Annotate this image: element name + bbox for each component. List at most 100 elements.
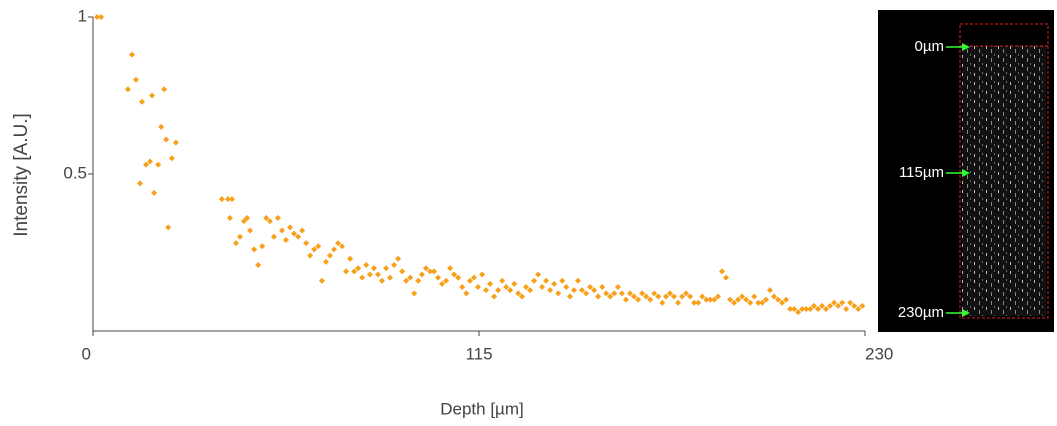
point — [419, 271, 425, 277]
point — [415, 278, 421, 284]
point — [165, 224, 171, 230]
point — [307, 253, 313, 259]
point — [271, 234, 277, 240]
point — [563, 284, 569, 290]
point — [155, 162, 161, 168]
point — [391, 262, 397, 268]
point — [379, 278, 385, 284]
point — [173, 140, 179, 146]
point — [387, 275, 393, 281]
point — [543, 278, 549, 284]
x-tick-label: 0 — [82, 344, 91, 363]
point — [125, 86, 131, 92]
point — [343, 268, 349, 274]
point — [599, 284, 605, 290]
point — [161, 86, 167, 92]
point — [695, 300, 701, 306]
point — [347, 256, 353, 262]
x-axis-label: Depth [µm] — [440, 399, 524, 418]
point — [615, 284, 621, 290]
point — [475, 284, 481, 290]
point — [255, 262, 261, 268]
y-tick-label: 0.5 — [63, 163, 87, 182]
point — [139, 99, 145, 105]
point — [487, 281, 493, 287]
point — [555, 290, 561, 296]
point — [367, 271, 373, 277]
x-tick-label: 115 — [465, 344, 492, 363]
depth-label: 115µm — [899, 164, 944, 181]
point — [619, 290, 625, 296]
point — [371, 265, 377, 271]
page: {"chart_data": {"type": "scatter", "xlab… — [0, 0, 1057, 426]
depth-label: 0µm — [915, 38, 944, 55]
point — [435, 275, 441, 281]
point — [247, 228, 253, 234]
point — [259, 243, 265, 249]
point — [623, 297, 629, 303]
point — [411, 290, 417, 296]
point — [151, 190, 157, 196]
point — [675, 300, 681, 306]
point — [323, 259, 329, 265]
point — [751, 293, 757, 299]
point — [158, 124, 164, 130]
point — [237, 234, 243, 240]
point — [279, 228, 285, 234]
image-texture — [962, 46, 1046, 316]
point — [163, 136, 169, 142]
point — [463, 290, 469, 296]
point — [383, 265, 389, 271]
point — [331, 246, 337, 252]
point — [303, 240, 309, 246]
point — [399, 268, 405, 274]
point — [283, 237, 289, 243]
point — [229, 196, 235, 202]
point — [133, 77, 139, 83]
point — [447, 265, 453, 271]
point — [511, 281, 517, 287]
point — [395, 256, 401, 262]
point — [169, 155, 175, 161]
depth-label: 230µm — [898, 304, 944, 321]
point — [98, 14, 104, 20]
point — [495, 287, 501, 293]
x-tick-label: 230 — [865, 344, 893, 363]
point — [137, 180, 143, 186]
point — [767, 287, 773, 293]
point — [431, 268, 437, 274]
point — [483, 287, 489, 293]
point — [571, 287, 577, 293]
point — [149, 93, 155, 99]
point — [539, 284, 545, 290]
point — [251, 246, 257, 252]
point — [459, 284, 465, 290]
point — [535, 271, 541, 277]
point — [233, 240, 239, 246]
chart: Depth [µm] Intensity [A.U.] 0 115 230 0.5 1 0… — [0, 0, 1057, 421]
point — [129, 52, 135, 58]
point — [531, 278, 537, 284]
point — [359, 275, 365, 281]
point — [319, 278, 325, 284]
point — [227, 215, 233, 221]
point — [719, 268, 725, 274]
point — [299, 228, 305, 234]
point — [275, 215, 281, 221]
point — [551, 281, 557, 287]
point — [287, 224, 293, 230]
point — [479, 271, 485, 277]
point — [375, 271, 381, 277]
point — [327, 253, 333, 259]
point — [559, 278, 565, 284]
point — [491, 293, 497, 299]
y-tick-label: 1 — [78, 6, 87, 25]
point — [659, 300, 665, 306]
point — [723, 275, 729, 281]
point — [219, 196, 225, 202]
y-axis-label: Intensity [A.U.] — [11, 113, 32, 237]
point — [567, 293, 573, 299]
point — [499, 278, 505, 284]
point — [575, 278, 581, 284]
point — [363, 262, 369, 268]
